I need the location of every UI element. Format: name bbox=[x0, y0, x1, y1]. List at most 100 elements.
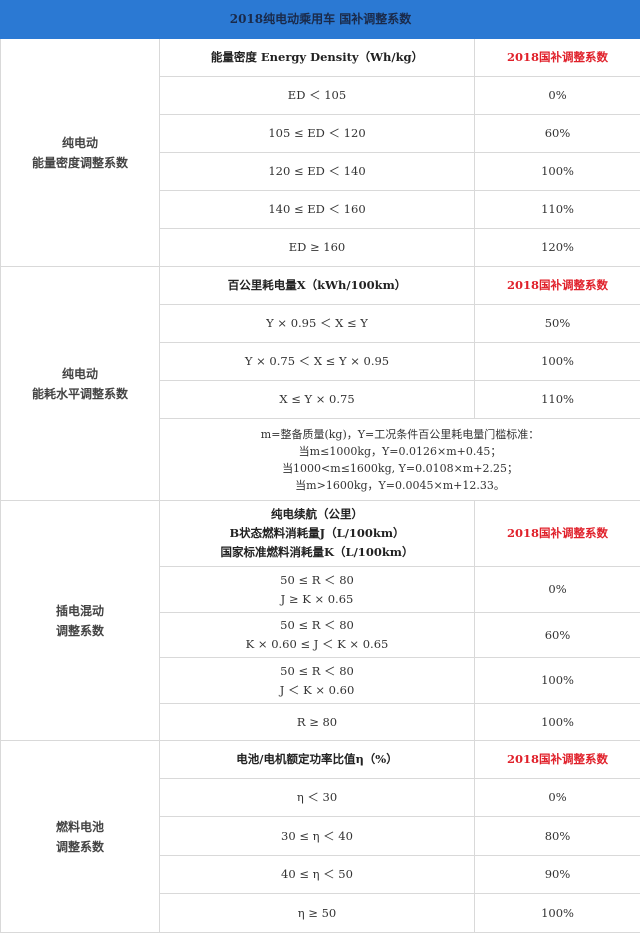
condition-cell: 105 ≤ ED ＜ 120 bbox=[159, 114, 475, 153]
text-line: 能量密度 Energy Density（Wh/kg） bbox=[210, 50, 424, 64]
text-line: J ＜ K × 0.60 bbox=[279, 682, 355, 697]
table-row: η ＜ 30 0% bbox=[1, 778, 640, 817]
coefficient-value: 0% bbox=[473, 76, 640, 115]
section-header-row: 纯电动能耗水平调整系数 百公里耗电量X（kWh/100km） 2018国补调整系数 bbox=[0, 266, 640, 501]
text-line: 纯电动 bbox=[61, 135, 98, 150]
category-cell: 纯电动能量密度调整系数 bbox=[0, 38, 160, 267]
coefficient-value: 110% bbox=[473, 380, 640, 419]
condition-header: 纯电续航（公里） B状态燃料消耗量J（L/100km） 国家标准燃料消耗量K（L/1… bbox=[159, 500, 475, 567]
text-line: 当m≤1000kg，Y=0.0126×m+0.45； bbox=[298, 444, 502, 458]
condition-cell: 40 ≤ η ＜ 50 bbox=[159, 855, 475, 894]
coefficient-header: 2018国补调整系数 bbox=[473, 266, 640, 305]
table-row: X ≤ Y × 0.75 110% bbox=[1, 380, 640, 419]
condition-cell: 120 ≤ ED ＜ 140 bbox=[159, 152, 475, 191]
coefficient-value: 100% bbox=[473, 342, 640, 381]
text-line: 国家标准燃料消耗量K（L/100km） bbox=[220, 545, 414, 559]
category-cell: 插电混动 调整系数 bbox=[0, 500, 160, 741]
table-row: 120 ≤ ED ＜ 140 100% bbox=[1, 152, 640, 191]
coefficient-value: 60% bbox=[473, 612, 640, 658]
table-row: ED ＜ 105 0% bbox=[1, 76, 640, 115]
table-row: η ≥ 50 100% bbox=[1, 893, 640, 933]
text-line: 当m>1600kg，Y=0.0045×m+12.33。 bbox=[295, 478, 505, 492]
coefficient-value: 0% bbox=[473, 778, 640, 817]
table-title-row: 2018纯电动乘用车 国补调整系数 bbox=[0, 0, 640, 39]
coefficient-header: 2018国补调整系数 bbox=[473, 740, 640, 779]
text-line: Y × 0.95 ＜ X ≤ Y bbox=[266, 316, 368, 330]
table-row: 105 ≤ ED ＜ 120 60% bbox=[1, 114, 640, 153]
text-line: 能量密度调整系数 bbox=[31, 155, 128, 170]
text-line: 能耗水平调整系数 bbox=[31, 386, 128, 401]
condition-header: 能量密度 Energy Density（Wh/kg） bbox=[159, 38, 475, 77]
category-cell: 纯电动能耗水平调整系数 bbox=[0, 266, 160, 501]
text-line: 120 ≤ ED ＜ 140 bbox=[268, 164, 366, 178]
coefficient-value: 110% bbox=[473, 190, 640, 229]
coefficient-value: 0% bbox=[473, 566, 640, 613]
condition-cell: R ≥ 80 bbox=[159, 703, 475, 741]
text-line: X ≤ Y × 0.75 bbox=[279, 392, 355, 406]
formula-note: m=整备质量(kg)，Y=工况条件百公里耗电量门槛标准： 当m≤1000kg，Y=… bbox=[158, 418, 640, 501]
text-line: 纯电动 bbox=[61, 366, 98, 381]
text-line: 电池/电机额定功率比值η（%） bbox=[236, 752, 398, 766]
coefficient-value: 50% bbox=[473, 304, 640, 343]
text-line: 30 ≤ η ＜ 40 bbox=[281, 828, 353, 843]
text-line: Y × 0.75 ＜ X ≤ Y × 0.95 bbox=[244, 354, 390, 368]
text-line: 插电混动 bbox=[55, 603, 104, 618]
text-line: J ≥ K × 0.65 bbox=[280, 591, 354, 606]
text-line: K × 0.60 ≤ J ＜ K × 0.65 bbox=[245, 637, 389, 651]
coefficient-header: 2018国补调整系数 bbox=[473, 500, 640, 567]
text-line: 当1000<m≤1600kg, Y=0.0108×m+2.25； bbox=[282, 461, 518, 475]
text-line: 调整系数 bbox=[55, 623, 104, 638]
condition-header: 电池/电机额定功率比值η（%） bbox=[159, 740, 475, 779]
table-row: 50 ≤ R ＜ 80 J ≥ K × 0.65 0% bbox=[1, 566, 640, 613]
text-line: 百公里耗电量X（kWh/100km） bbox=[227, 278, 407, 292]
table-row: Y × 0.75 ＜ X ≤ Y × 0.95 100% bbox=[1, 342, 640, 381]
text-line: 50 ≤ R ＜ 80 bbox=[280, 572, 354, 587]
table-row: 40 ≤ η ＜ 50 90% bbox=[1, 855, 640, 894]
condition-cell: Y × 0.95 ＜ X ≤ Y bbox=[159, 304, 475, 343]
text-line: ED ＜ 105 bbox=[287, 88, 347, 102]
coefficient-header: 2018国补调整系数 bbox=[473, 38, 640, 77]
coefficient-value: 80% bbox=[473, 816, 640, 856]
coefficient-value: 90% bbox=[473, 855, 640, 894]
table-title: 2018纯电动乘用车 国补调整系数 bbox=[0, 0, 640, 39]
text-line: B状态燃料消耗量J（L/100km） bbox=[229, 526, 405, 540]
coefficient-value: 60% bbox=[473, 114, 640, 153]
condition-cell: 50 ≤ R ＜ 80 J ＜ K × 0.60 bbox=[159, 657, 475, 704]
text-line: 燃料电池 bbox=[55, 819, 104, 834]
table-row: R ≥ 80 100% bbox=[1, 703, 640, 741]
coefficient-value: 100% bbox=[473, 893, 640, 933]
condition-cell: 140 ≤ ED ＜ 160 bbox=[159, 190, 475, 229]
text-line: η ＜ 30 bbox=[296, 790, 338, 804]
condition-cell: ED ＜ 105 bbox=[159, 76, 475, 115]
condition-header: 百公里耗电量X（kWh/100km） bbox=[159, 266, 475, 305]
text-line: ED ≥ 160 bbox=[288, 240, 346, 254]
text-line: 调整系数 bbox=[55, 839, 104, 854]
table-row: ED ≥ 160 120% bbox=[1, 228, 640, 267]
coefficient-value: 120% bbox=[473, 228, 640, 267]
text-line: 40 ≤ η ＜ 50 bbox=[281, 867, 353, 881]
note-row: m=整备质量(kg)，Y=工况条件百公里耗电量门槛标准： 当m≤1000kg，Y=… bbox=[1, 418, 640, 501]
text-line: 50 ≤ R ＜ 80 bbox=[280, 663, 354, 678]
condition-cell: 50 ≤ R ＜ 80 J ≥ K × 0.65 bbox=[159, 566, 475, 613]
text-line: η ≥ 50 bbox=[297, 905, 337, 920]
coefficient-value: 100% bbox=[473, 703, 640, 741]
condition-cell: X ≤ Y × 0.75 bbox=[159, 380, 475, 419]
text-line: 纯电续航（公里） bbox=[271, 507, 363, 521]
condition-cell: 50 ≤ R ＜ 80 K × 0.60 ≤ J ＜ K × 0.65 bbox=[159, 612, 475, 658]
condition-cell: Y × 0.75 ＜ X ≤ Y × 0.95 bbox=[159, 342, 475, 381]
section-header-row: 插电混动调整系数 纯电续航（公里） B状态燃料消耗量J（L/100km） 国家标准燃料… bbox=[0, 500, 640, 741]
text-line: 105 ≤ ED ＜ 120 bbox=[268, 126, 366, 140]
category-cell: 燃料电池 调整系数 bbox=[0, 740, 160, 933]
table-row: 140 ≤ ED ＜ 160 110% bbox=[1, 190, 640, 229]
text-line: 140 ≤ ED ＜ 160 bbox=[268, 202, 366, 216]
table-row: 30 ≤ η ＜ 40 80% bbox=[1, 816, 640, 856]
text-line: 50 ≤ R ＜ 80 bbox=[280, 618, 354, 632]
condition-cell: η ≥ 50 bbox=[159, 893, 475, 933]
table-row: Y × 0.95 ＜ X ≤ Y 50% bbox=[1, 304, 640, 343]
text-line: m=整备质量(kg)，Y=工况条件百公里耗电量门槛标准： bbox=[260, 427, 540, 441]
coefficient-value: 100% bbox=[473, 152, 640, 191]
condition-cell: η ＜ 30 bbox=[159, 778, 475, 817]
section-header-row: 燃料电池调整系数 电池/电机额定功率比值η（%） 2018国补调整系数 bbox=[0, 740, 640, 933]
table-row: 50 ≤ R ＜ 80 J ＜ K × 0.60 100% bbox=[1, 657, 640, 704]
